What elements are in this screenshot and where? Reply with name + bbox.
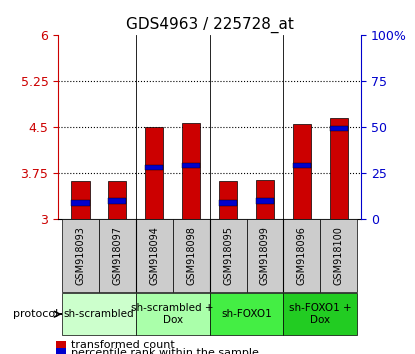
Bar — [71, 200, 90, 206]
Bar — [182, 123, 200, 219]
Text: GSM918093: GSM918093 — [75, 226, 85, 285]
Bar — [256, 198, 274, 204]
Bar — [145, 165, 164, 170]
Bar — [145, 127, 164, 219]
Bar — [136, 293, 210, 336]
Text: GSM918098: GSM918098 — [186, 226, 196, 285]
Bar — [247, 219, 283, 292]
Bar — [136, 219, 173, 292]
Text: percentile rank within the sample: percentile rank within the sample — [71, 348, 259, 354]
Text: GSM918094: GSM918094 — [149, 226, 159, 285]
Bar — [210, 293, 283, 336]
Bar — [293, 124, 311, 219]
Bar — [283, 293, 357, 336]
Bar — [219, 182, 237, 219]
Bar — [71, 181, 90, 219]
Text: sh-FOXO1: sh-FOXO1 — [221, 309, 272, 319]
Bar — [330, 118, 348, 219]
Bar — [320, 219, 357, 292]
Text: GSM918100: GSM918100 — [334, 226, 344, 285]
Bar — [99, 219, 136, 292]
Bar — [108, 182, 127, 219]
Bar — [330, 126, 348, 131]
Bar — [283, 219, 320, 292]
Text: sh-scrambled: sh-scrambled — [63, 309, 134, 319]
Text: GSM918095: GSM918095 — [223, 226, 233, 285]
Text: transformed count: transformed count — [71, 340, 174, 350]
Text: GSM918099: GSM918099 — [260, 226, 270, 285]
Bar — [62, 219, 99, 292]
Text: sh-FOXO1 +
Dox: sh-FOXO1 + Dox — [289, 303, 352, 325]
Bar — [210, 219, 247, 292]
Bar — [182, 163, 200, 168]
Bar — [256, 179, 274, 219]
Bar — [62, 293, 136, 336]
Text: sh-scrambled +
Dox: sh-scrambled + Dox — [132, 303, 214, 325]
Bar — [219, 200, 237, 206]
Text: GSM918096: GSM918096 — [297, 226, 307, 285]
Text: GSM918097: GSM918097 — [112, 226, 122, 285]
Bar — [173, 219, 210, 292]
Bar — [108, 198, 127, 204]
Bar — [293, 163, 311, 168]
Text: protocol: protocol — [13, 309, 58, 319]
Title: GDS4963 / 225728_at: GDS4963 / 225728_at — [126, 16, 293, 33]
